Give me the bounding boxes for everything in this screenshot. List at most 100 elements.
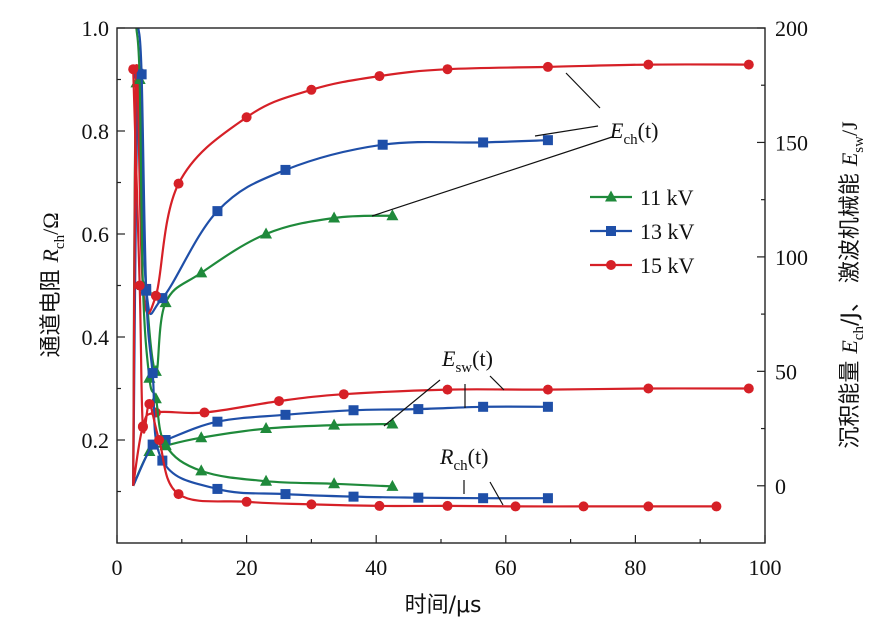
legend-label: 11 kV [640, 185, 694, 210]
x-tick-label: 100 [749, 555, 782, 580]
y-right-tick-label: 200 [775, 16, 808, 41]
data-point [306, 84, 317, 95]
y-right-axis-title: 沉积能量 Ech/J、 激波机械能 Esw/J [837, 121, 867, 449]
data-point [154, 435, 165, 445]
legend-swatch-marker [606, 260, 616, 270]
data-point [743, 383, 754, 394]
legend-entry: 11 kV [590, 185, 694, 210]
legend-swatch-marker [606, 226, 616, 236]
x-tick-label: 0 [112, 555, 123, 580]
data-point [212, 206, 223, 217]
data-point [328, 211, 341, 223]
data-point [280, 489, 291, 500]
data-point [150, 290, 161, 301]
annotation-leader-ech-blue [534, 125, 599, 137]
data-point [134, 280, 145, 291]
data-point [510, 501, 521, 512]
legend-entry: 15 kV [590, 253, 695, 278]
annotation-rch-suffix: (t) [468, 444, 489, 469]
data-point [542, 61, 553, 72]
y-left-tick-label: 1.0 [82, 16, 110, 41]
data-point [144, 398, 155, 409]
x-tick-label: 20 [236, 555, 258, 580]
data-point [542, 135, 553, 146]
annotations: Ech(t) Esw(t) Rch(t) [371, 72, 658, 506]
y-left-tick-label: 0.4 [82, 325, 110, 350]
series-rch-11kv [133, 28, 399, 491]
data-point [195, 266, 208, 278]
data-point [159, 438, 172, 450]
annotation-rch-sub: ch [453, 458, 468, 474]
data-point [338, 389, 349, 400]
data-point [643, 501, 654, 512]
data-point [386, 209, 399, 221]
annotation-leader-rch-red [489, 481, 504, 506]
x-tick-label: 40 [365, 555, 387, 580]
data-point [743, 59, 754, 70]
data-point [195, 431, 208, 443]
axes: 0 20 40 60 80 100 0.2 0.4 0.6 0.8 1.0 0 50 100 150 200 [82, 16, 809, 580]
data-point [386, 417, 399, 429]
data-point [374, 500, 385, 511]
y-right-tick-label: 150 [775, 130, 808, 155]
series-line [135, 28, 393, 488]
series-group [128, 28, 754, 512]
annotation-ech-base: E [609, 118, 624, 143]
data-point [542, 493, 553, 504]
x-axis-title: 时间/μs [405, 593, 482, 618]
data-point [348, 491, 359, 502]
y-right-tick-label: 0 [775, 474, 786, 499]
data-point [377, 139, 388, 150]
data-point [413, 492, 424, 503]
data-point [643, 59, 654, 70]
series-line [132, 69, 717, 508]
data-point [306, 499, 317, 510]
series-line [137, 28, 548, 500]
annotation-rch: Rch(t) [439, 444, 488, 474]
data-point [478, 137, 489, 148]
x-tick-label: 60 [495, 555, 517, 580]
data-point [241, 496, 252, 507]
data-point [542, 384, 553, 395]
data-point [542, 401, 553, 412]
series-rch-15kv [128, 64, 722, 512]
annotation-esw-suffix: (t) [472, 346, 493, 371]
data-point [643, 383, 654, 394]
data-point [413, 404, 424, 415]
data-point [711, 501, 722, 512]
data-point [348, 405, 359, 416]
data-point [128, 64, 139, 75]
data-point [478, 493, 489, 504]
data-point [260, 227, 273, 239]
annotation-leader-ech-green [371, 136, 613, 217]
data-point [136, 69, 147, 80]
series-esw-13kv [132, 401, 553, 487]
data-point [280, 164, 291, 175]
data-point [212, 416, 223, 427]
annotation-leader-ech-red [565, 72, 601, 109]
data-point [157, 293, 168, 304]
data-point [280, 409, 291, 420]
data-point [442, 500, 453, 511]
series-line [132, 387, 749, 486]
data-point [328, 418, 341, 430]
data-point [241, 112, 252, 123]
series-rch-13kv [136, 28, 553, 504]
y-left-tick-label: 0.2 [82, 428, 110, 453]
data-point [141, 285, 152, 296]
annotation-leader-esw-red [489, 375, 505, 391]
data-point [386, 479, 399, 491]
data-point [173, 489, 184, 500]
data-point [442, 64, 453, 75]
annotation-ech-sub: ch [623, 132, 638, 148]
x-tick-label: 80 [624, 555, 646, 580]
y-left-tick-label: 0.6 [82, 222, 110, 247]
data-point [212, 483, 223, 494]
data-point [137, 422, 148, 433]
y-left-tick-label: 0.8 [82, 119, 110, 144]
annotation-esw: Esw(t) [441, 346, 493, 376]
y-left-axis-title: 通道电阻 Rch/Ω [38, 212, 68, 357]
data-point [328, 477, 341, 489]
annotation-esw-sub: sw [455, 360, 472, 376]
